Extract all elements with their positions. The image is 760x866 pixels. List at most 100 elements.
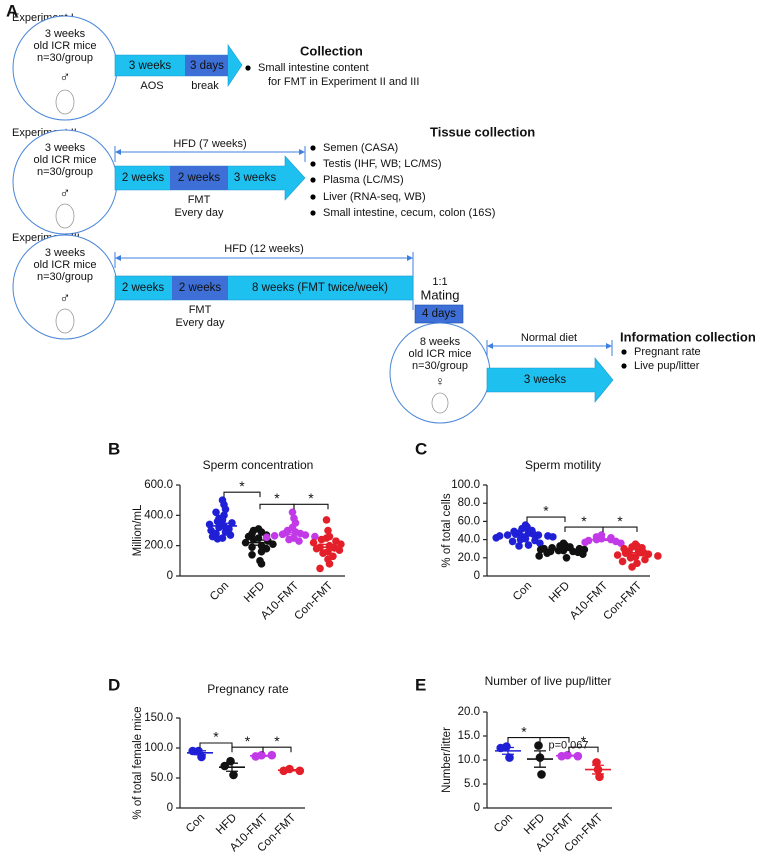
span-label: HFD (7 weeks) <box>173 138 246 150</box>
mouse-text: n=30/group <box>37 271 93 283</box>
error-bar <box>631 551 643 557</box>
panel-label: D <box>108 675 120 694</box>
significance-label: * <box>274 490 280 506</box>
data-point <box>543 549 551 558</box>
y-tick-label: 100.0 <box>144 742 173 754</box>
data-point <box>536 539 544 548</box>
data-point <box>592 758 601 767</box>
data-point <box>316 564 324 573</box>
error-bar <box>559 548 571 552</box>
error-bar <box>218 522 230 530</box>
y-tick-label: 10.0 <box>458 754 480 766</box>
collection-note: for FMT in Experiment II and III <box>268 76 419 88</box>
span-label: Normal diet <box>521 332 577 344</box>
y-tick-label: 5.0 <box>464 778 480 790</box>
error-bar <box>285 768 297 772</box>
significance-bracket <box>602 526 638 533</box>
data-point <box>595 772 604 782</box>
collection-heading: Tissue collection <box>430 124 535 139</box>
bullet <box>310 177 316 183</box>
y-tick-label: 0 <box>167 570 173 582</box>
data-point <box>324 526 332 535</box>
significance-label: * <box>274 733 280 749</box>
y-axis-label: % of total cells <box>441 493 453 567</box>
y-tick-label: 40.0 <box>458 534 480 546</box>
data-point <box>278 530 287 539</box>
bullet <box>310 210 316 216</box>
error-bar <box>288 530 300 536</box>
significance-label: p=0.067 <box>548 740 588 752</box>
significance-bracket <box>262 746 292 753</box>
mouse-text: old ICR mice <box>34 40 97 52</box>
data-point <box>220 761 229 771</box>
x-tick-label: Con <box>208 580 231 603</box>
segment-note: break <box>191 80 219 92</box>
error-bar <box>226 762 238 772</box>
data-point <box>524 541 533 549</box>
mouse-text: 3 weeks <box>45 28 86 40</box>
data-point <box>322 516 331 524</box>
y-tick-label: 50.0 <box>151 772 173 784</box>
segment-note: FMT <box>189 304 212 316</box>
data-point <box>503 531 512 539</box>
data-point <box>621 549 630 558</box>
collection-item: Testis (IHF, WB; LC/MS) <box>323 158 442 170</box>
y-tick-label: 600.0 <box>144 479 173 491</box>
segment-note: AOS <box>140 80 163 92</box>
data-point <box>537 770 546 779</box>
panel-label: B <box>108 439 120 458</box>
error-bar <box>322 543 334 551</box>
mouse-text: n=30/group <box>412 360 468 372</box>
data-point <box>562 554 571 562</box>
bullet <box>245 65 251 71</box>
collection-heading: Information collection <box>620 329 756 344</box>
error-bar <box>502 746 514 755</box>
bullet <box>310 194 316 200</box>
significance-bracket <box>539 737 570 743</box>
mouse-text: old ICR mice <box>34 259 97 271</box>
segment-note: FMT <box>188 194 211 206</box>
error-bar <box>194 750 206 756</box>
segment-label: 3 weeks <box>524 374 566 386</box>
mouse-text: 8 weeks <box>420 336 461 348</box>
collection-item: Small intestine content <box>258 62 369 74</box>
data-point <box>213 535 222 543</box>
segment-label: 3 weeks <box>129 60 171 72</box>
data-point <box>285 535 293 544</box>
mouse-icon <box>55 308 75 334</box>
data-point <box>257 547 266 556</box>
collection-item: Small intestine, cecum, colon (16S) <box>323 207 495 219</box>
data-point <box>319 549 327 558</box>
data-point <box>221 505 230 514</box>
experiment-2: Experiment II 3 weeks old ICR mice n=30/… <box>12 124 535 235</box>
segment-label: 3 weeks <box>234 172 276 184</box>
significance-label: * <box>308 490 314 506</box>
panel-label: C <box>415 439 427 458</box>
x-tick-label: Con <box>184 812 207 835</box>
data-point <box>654 552 662 560</box>
female-group: 8 weeks old ICR mice n=30/group ♀ Normal… <box>389 322 756 424</box>
mouse-icon <box>55 89 75 115</box>
panel-label: E <box>415 675 426 694</box>
significance-label: * <box>213 729 219 745</box>
bullet <box>310 161 316 167</box>
mating-ratio: 1:1 <box>432 276 447 288</box>
data-point <box>515 542 523 550</box>
data-point <box>628 563 636 571</box>
mouse-icon <box>55 203 75 229</box>
data-point <box>618 557 627 566</box>
bullet <box>310 145 316 151</box>
error-bar <box>534 750 546 768</box>
significance-bracket <box>293 503 329 510</box>
significance-bracket <box>223 491 261 498</box>
mating-days: 4 days <box>422 308 456 320</box>
chart-title: Pregnancy rate <box>207 682 289 696</box>
data-point <box>249 535 258 544</box>
chart-title: Sperm concentration <box>203 458 314 472</box>
sex-symbol: ♂ <box>59 69 70 86</box>
chart-title: Number of live pup/litter <box>485 674 612 688</box>
timeline-segment <box>172 276 228 300</box>
data-point <box>508 537 517 546</box>
data-point <box>269 540 277 548</box>
